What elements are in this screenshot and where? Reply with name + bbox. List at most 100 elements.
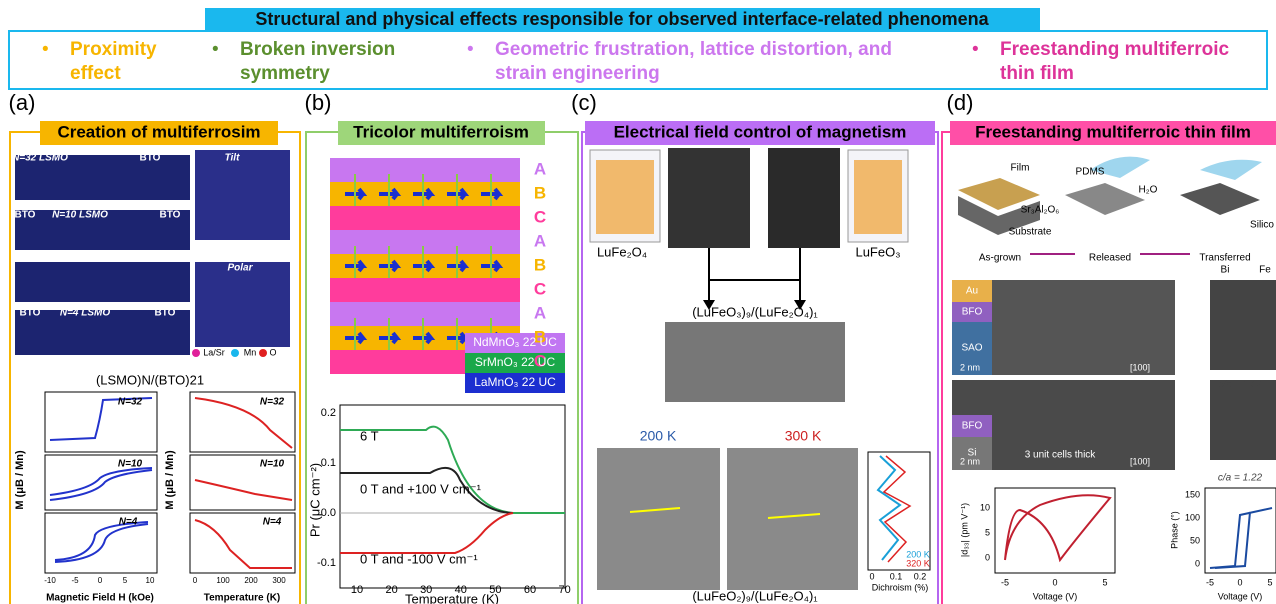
legend-swatch — [465, 353, 565, 373]
legend-swatch — [465, 333, 565, 353]
bullet: Freestanding multiferroic thin film — [972, 38, 1260, 86]
tick-label: 10 — [146, 576, 155, 585]
arrow — [345, 259, 368, 273]
label: N=10 LSMO — [52, 210, 108, 221]
schematic-images — [952, 156, 1276, 574]
label: N=32 — [260, 397, 285, 408]
label: As-grown — [979, 253, 1021, 264]
label: SAO — [961, 343, 982, 354]
arrow — [413, 331, 436, 345]
label: 200 K — [906, 549, 930, 559]
label: 2 nm — [960, 362, 980, 372]
label: Temperature (K) — [204, 593, 281, 604]
layer — [330, 158, 520, 182]
layer-label: A — [534, 159, 546, 178]
arrow — [379, 187, 402, 201]
layer-label: B — [534, 327, 546, 346]
label: Film — [1011, 163, 1030, 174]
label: [100] — [1130, 456, 1150, 466]
stem-images — [589, 148, 931, 590]
label: La/Sr — [203, 347, 225, 357]
tick-label: -0.1 — [317, 557, 336, 569]
tick-label: 0 — [193, 576, 198, 585]
label: 300 K — [785, 428, 822, 444]
tick-label: 100 — [216, 576, 230, 585]
label: N=32 — [118, 397, 143, 408]
label: Si — [968, 448, 977, 459]
tick-label: 0.2 — [321, 407, 336, 419]
stem-images — [15, 150, 290, 357]
layer-label: C — [534, 351, 546, 370]
tick-label: 0 — [1052, 577, 1057, 587]
label: N=32 LSMO — [12, 153, 68, 164]
tick-label: -10 — [44, 576, 56, 585]
tick-label: 0 — [1237, 577, 1242, 587]
label: Polar — [227, 263, 253, 274]
label: c/a = 1.02 — [1218, 380, 1263, 391]
arrow — [345, 331, 368, 345]
label: Tilt — [225, 153, 240, 164]
layer-label: B — [534, 255, 546, 274]
label: BFO — [962, 421, 983, 432]
tick-label: 50 — [489, 584, 501, 596]
label: Phase (°) — [1169, 511, 1179, 549]
layer-label: A — [534, 303, 546, 322]
tick-label: 200 — [244, 576, 258, 585]
annotation: 0 T and -100 V cm⁻¹ — [360, 551, 478, 566]
layer-label: B — [534, 183, 546, 202]
bullet: Geometric frustration, lattice distortio… — [467, 38, 925, 86]
label: BTO — [20, 308, 41, 319]
label: BFO — [962, 307, 983, 318]
label: Silico — [1250, 220, 1274, 231]
label: Fe — [1259, 265, 1271, 276]
arrow — [413, 187, 436, 201]
label: c/a = 1.22 — [1218, 473, 1263, 484]
tick-label: 5 — [985, 527, 990, 537]
small-plots — [44, 391, 296, 574]
label: H₂O — [1139, 185, 1158, 196]
tick-label: 100 — [1185, 512, 1200, 522]
label: M (μB / Mn) — [164, 450, 176, 510]
bullet-box — [8, 30, 1268, 90]
panel-title: Creation of multiferrosim — [57, 122, 260, 141]
arrow — [481, 259, 504, 273]
tick-label: 60 — [524, 584, 536, 596]
arrow — [413, 259, 436, 273]
arrow — [379, 331, 402, 345]
label: Dichroism (%) — [872, 582, 929, 592]
label: BTO — [15, 210, 36, 221]
tick-label: 0.1 — [321, 457, 336, 469]
label: 200 K — [640, 428, 677, 444]
label: Voltage (V) — [1033, 591, 1078, 601]
curve — [340, 466, 514, 514]
title-band — [40, 121, 278, 145]
legend-label: LaMnO₃ 22 UC — [474, 375, 556, 389]
annotation: 0 T and +100 V cm⁻¹ — [360, 481, 482, 496]
label: 320 K — [906, 558, 930, 568]
label: Temperature (K) — [405, 591, 499, 604]
arrow — [447, 187, 470, 201]
bullet: Broken inversion symmetry — [212, 38, 420, 86]
label: N=4 — [263, 517, 282, 528]
label: Substrate — [1009, 227, 1052, 238]
layer — [330, 278, 520, 302]
label: Au — [966, 286, 978, 297]
annotation: 6 T — [360, 428, 379, 443]
title-band — [585, 121, 935, 145]
label: LuFe₂O₄ — [597, 244, 647, 259]
layer — [330, 230, 520, 254]
tick-label: 0.0 — [321, 507, 336, 519]
tick-label: 0 — [985, 552, 990, 562]
layer — [330, 302, 520, 326]
tick-label: 5 — [1267, 577, 1272, 587]
tick-label: 30 — [420, 584, 432, 596]
tick-label: 5 — [1102, 577, 1107, 587]
label: Voltage (V) — [1218, 591, 1263, 601]
tick-label: 0.1 — [890, 571, 903, 581]
curve — [340, 512, 514, 554]
label: PDMS — [1076, 167, 1105, 178]
label: Pr (μC cm⁻²) — [307, 463, 322, 537]
layer — [330, 206, 520, 230]
layer-label: C — [534, 207, 546, 226]
